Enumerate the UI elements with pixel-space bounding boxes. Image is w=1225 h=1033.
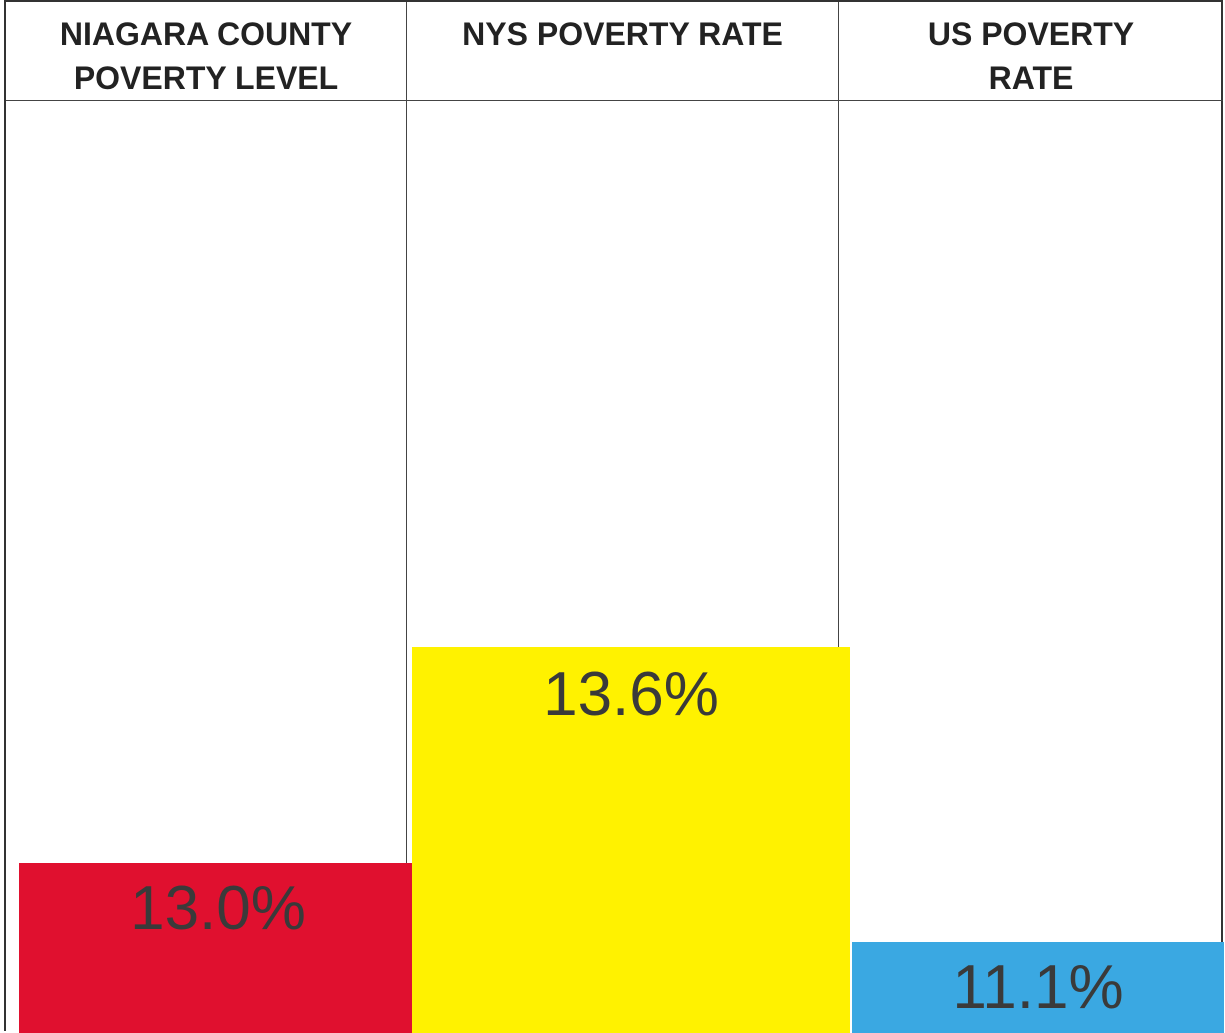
color-block: 11.1% xyxy=(852,942,1224,1033)
value-label: 13.0% xyxy=(130,874,306,943)
value-label: 13.6% xyxy=(543,660,719,729)
header-cell: NYS POVERTY RATE xyxy=(407,2,838,101)
color-block: 13.6% xyxy=(412,647,850,1033)
column: NIAGARA COUNTY POVERTY LEVEL 13.0% xyxy=(6,2,417,1033)
column: NYS POVERTY RATE 13.6% xyxy=(407,2,850,1033)
header-text: US POVERTY RATE xyxy=(927,16,1135,96)
value-label: 11.1% xyxy=(952,953,1124,1022)
header-text: NYS POVERTY RATE xyxy=(462,16,783,52)
header-text: NIAGARA COUNTY POVERTY LEVEL xyxy=(59,16,353,96)
poverty-table: NIAGARA COUNTY POVERTY LEVEL 13.0% NYS POV… xyxy=(4,0,1224,1033)
header-cell: US POVERTY RATE xyxy=(839,2,1223,101)
header-cell: NIAGARA COUNTY POVERTY LEVEL xyxy=(6,2,406,101)
color-block: 13.0% xyxy=(19,863,417,1033)
column: US POVERTY RATE 11.1% xyxy=(839,2,1224,1033)
